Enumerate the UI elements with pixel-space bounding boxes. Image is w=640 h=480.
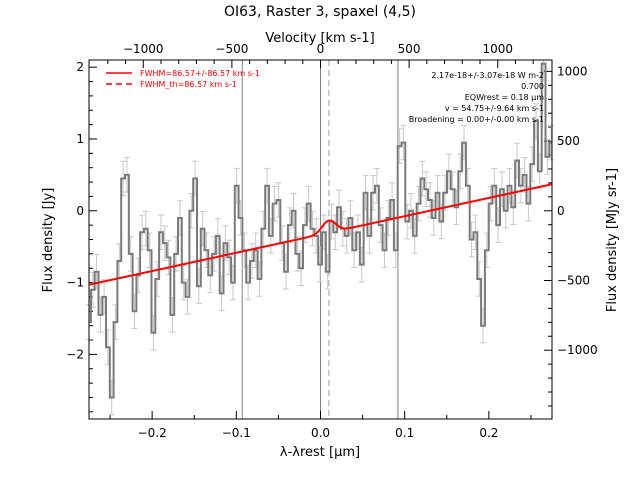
right-tick-label: 1000 [557,64,588,78]
y-tick-label: −2 [66,347,84,361]
fit-line [88,183,553,286]
fit-annotation: EQWrest = 0.18 μm [465,93,544,102]
x-tick-label: 0.2 [479,426,498,440]
x-tick-label: −0.2 [138,426,167,440]
fit-annotation: 0.700 [521,82,544,91]
x-tick-label: −0.1 [222,426,251,440]
fit-annotation: 2.17e-18+/-3.07e-18 W m-2 [431,71,544,80]
right-tick-label: 500 [557,134,580,148]
x-tick-label: 0.1 [395,426,414,440]
y-tick-label: 0 [76,204,84,218]
top-tick-label: 500 [398,42,421,56]
fit-annotation: Broadening = 0.00+/-0.00 km s-1 [409,115,544,124]
legend-label: FWHM_th=86.57 km s-1 [140,80,237,89]
y-tick-label: 2 [76,60,84,74]
chart-title: OI63, Raster 3, spaxel (4,5) [224,4,416,20]
y-tick-label: −1 [66,276,84,290]
top-tick-label: −1000 [123,42,164,56]
x-axis-label: λ-λrest [μm] [280,445,360,460]
top-tick-label: −500 [215,42,248,56]
spectrum-line [89,62,552,399]
y-axis-label: Flux density [Jy] [41,188,56,293]
y-tick-label: 1 [76,132,84,146]
top-tick-label: 1000 [482,42,513,56]
x-tick-label: 0.0 [311,426,330,440]
right-tick-label: 0 [557,204,565,218]
right-tick-label: −500 [557,273,590,287]
plot-frame [88,59,553,420]
right-axis-label: Flux density [MJy sr-1] [605,168,620,312]
top-axis-label: Velocity [km s-1] [265,31,374,46]
right-tick-label: −1000 [557,343,598,357]
legend-label: FWHM=86.57+/-86.57 km s-1 [140,69,260,78]
fit-annotation: v = 54.75+/-9.64 km s-1 [445,104,544,113]
top-tick-label: 0 [317,42,325,56]
